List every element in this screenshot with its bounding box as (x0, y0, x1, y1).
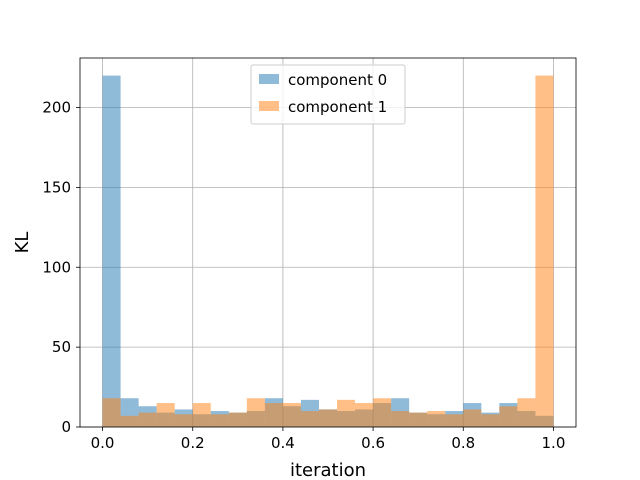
histogram-bar-component-1 (120, 415, 139, 427)
histogram-bar-component-1 (174, 414, 193, 427)
histogram-bar-component-1 (517, 398, 536, 427)
histogram-bar-component-1 (138, 412, 157, 427)
histogram-bar-component-0 (102, 75, 121, 428)
x-tick-label: 0.0 (91, 434, 115, 452)
x-axis-label: iteration (290, 460, 366, 480)
histogram-bar-component-1 (318, 409, 338, 427)
histogram-bar-component-1 (246, 398, 265, 427)
y-tick-label: 200 (42, 99, 71, 117)
x-tick-label: 0.6 (361, 434, 385, 452)
y-tick-label: 150 (42, 178, 71, 196)
histogram-bar-component-1 (427, 411, 446, 427)
histogram-bar-component-1 (499, 406, 518, 427)
histogram-bar-component-1 (409, 412, 428, 427)
histogram-bar-component-1 (228, 412, 247, 427)
x-tick-label: 0.2 (181, 434, 205, 452)
histogram-bar-component-1 (481, 414, 500, 427)
x-tick-label: 0.8 (451, 434, 475, 452)
y-tick-label: 0 (61, 418, 71, 436)
histogram-bar-component-1 (355, 403, 374, 427)
histogram-bar-component-1 (373, 398, 392, 427)
y-tick-label: 100 (42, 258, 71, 276)
axis-ticks: 0.0 0.2 0.4 0.6 0.8 1.0 0 50 100 150 200 (42, 99, 565, 452)
legend-swatch-component-1 (259, 101, 279, 111)
y-axis-label: KL (12, 232, 33, 254)
histogram-bar-component-1 (463, 409, 482, 427)
histogram-bar-component-1 (282, 403, 301, 427)
histogram-bar-component-1 (445, 414, 464, 427)
legend-label-component-1: component 1 (288, 98, 387, 116)
legend-box (250, 64, 406, 125)
legend-swatch-component-0 (259, 74, 279, 84)
bars (102, 75, 554, 428)
histogram-bar-component-1 (264, 403, 283, 427)
histogram-bar-component-1 (192, 403, 211, 427)
histogram-bar-component-1 (300, 411, 319, 427)
legend-label-component-0: component 0 (288, 71, 387, 89)
histogram-bar-component-1 (210, 414, 229, 427)
y-tick-label: 50 (52, 338, 71, 356)
histogram-bar-component-1 (391, 411, 410, 427)
histogram-bar-component-1 (102, 398, 121, 427)
histogram-bar-component-1 (337, 399, 356, 427)
plot-frame (79, 57, 577, 428)
x-tick-label: 1.0 (542, 434, 566, 452)
histogram-bar-component-1 (535, 75, 554, 428)
legend: component 0 component 1 (250, 64, 406, 125)
histogram-bar-component-1 (156, 403, 175, 427)
x-tick-label: 0.4 (271, 434, 295, 452)
